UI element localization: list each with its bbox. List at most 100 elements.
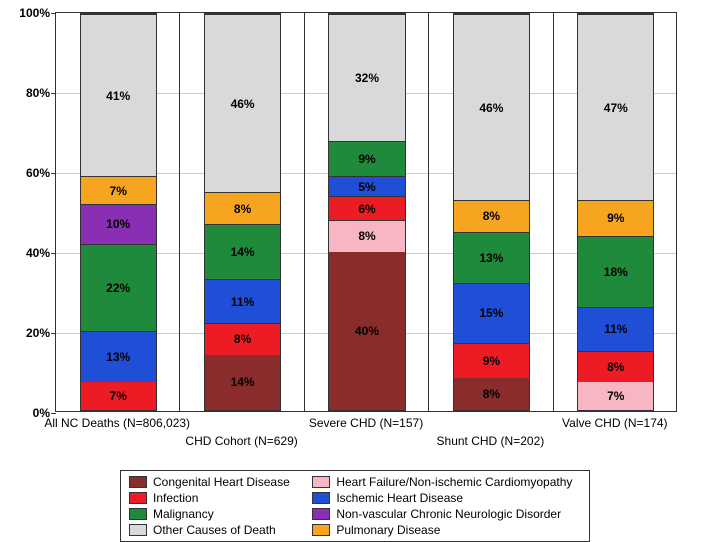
legend-item-congenital: Congenital Heart Disease <box>129 475 298 489</box>
segment-value-label: 7% <box>110 184 127 198</box>
x-category-label: All NC Deaths (N=806,023) <box>44 416 190 430</box>
bar-group: 40% 8% 6% 5% 9% 32% <box>305 13 429 411</box>
segment-value-label: 46% <box>231 97 255 111</box>
bar-segment-infection: 9% <box>454 343 529 379</box>
legend-item-infection: Infection <box>129 491 298 505</box>
segment-value-label: 18% <box>604 265 628 279</box>
legend-item-pulmonary: Pulmonary Disease <box>312 523 581 537</box>
legend-swatch <box>129 492 147 504</box>
legend-label: Malignancy <box>153 507 214 521</box>
bar-segment-other: 41% <box>81 14 156 176</box>
legend-item-neuro: Non-vascular Chronic Neurologic Disorder <box>312 507 581 521</box>
legend-swatch <box>129 524 147 536</box>
segment-value-label: 8% <box>483 209 500 223</box>
bar-segment-heartfail: 8% <box>329 220 404 252</box>
segment-value-label: 8% <box>483 387 500 401</box>
segment-value-label: 11% <box>604 322 627 336</box>
legend-label: Ischemic Heart Disease <box>336 491 463 505</box>
x-category-label: Valve CHD (N=174) <box>562 416 667 430</box>
segment-value-label: 9% <box>607 211 624 225</box>
bar-segment-infection: 8% <box>578 351 653 383</box>
bar-segment-neuro: 10% <box>81 204 156 244</box>
segment-value-label: 8% <box>234 202 251 216</box>
segment-value-label: 10% <box>106 217 130 231</box>
segment-value-label: 9% <box>483 354 500 368</box>
bar-segment-pulmonary: 7% <box>81 176 156 204</box>
bar-group: 14% 8% 11% 14% 8% 46% <box>180 13 304 411</box>
bar-group: 7% 8% 11% 18% 9% 47% <box>554 13 678 411</box>
legend-swatch <box>129 508 147 520</box>
segment-value-label: 8% <box>358 229 375 243</box>
segment-value-label: 7% <box>607 389 624 403</box>
legend-label: Heart Failure/Non-ischemic Cardiomyopath… <box>336 475 572 489</box>
legend-label: Non-vascular Chronic Neurologic Disorder <box>336 507 561 521</box>
legend-label: Other Causes of Death <box>153 523 276 537</box>
bar-segment-pulmonary: 8% <box>454 200 529 232</box>
bar-segment-other: 47% <box>578 14 653 200</box>
bar-segment-malignancy: 22% <box>81 244 156 331</box>
legend-item-other: Other Causes of Death <box>129 523 298 537</box>
segment-value-label: 13% <box>479 251 503 265</box>
legend-swatch <box>312 508 330 520</box>
segment-value-label: 14% <box>231 245 255 259</box>
bar-segment-ischemic: 11% <box>205 279 280 323</box>
y-tick-label: 40% <box>26 246 50 260</box>
bar-segment-congenital: 40% <box>329 252 404 410</box>
bar-segment-malignancy: 14% <box>205 224 280 279</box>
segment-value-label: 40% <box>355 324 379 338</box>
bar-segment-ischemic: 5% <box>329 176 404 196</box>
bar-segment-heartfail: 7% <box>578 382 653 410</box>
x-category-label: Shunt CHD (N=202) <box>437 434 545 448</box>
segment-value-label: 9% <box>358 152 375 166</box>
bar-segment-pulmonary: 9% <box>578 200 653 236</box>
segment-value-label: 47% <box>604 101 628 115</box>
bar-group: 7% 13% 22% 10% 7% 41% <box>56 13 180 411</box>
bar-segment-other: 32% <box>329 14 404 141</box>
bar-segment-pulmonary: 8% <box>205 192 280 224</box>
segment-value-label: 8% <box>607 360 624 374</box>
y-tick-label: 20% <box>26 326 50 340</box>
segment-value-label: 15% <box>479 306 503 320</box>
segment-value-label: 22% <box>106 281 130 295</box>
bar-segment-infection: 8% <box>205 323 280 355</box>
legend-label: Infection <box>153 491 198 505</box>
segment-value-label: 32% <box>355 71 379 85</box>
bar-segment-other: 46% <box>205 14 280 192</box>
legend-label: Congenital Heart Disease <box>153 475 290 489</box>
segment-value-label: 8% <box>234 332 251 346</box>
bar-segment-ischemic: 11% <box>578 307 653 351</box>
stacked-bar: 8% 9% 15% 13% 8% 46% <box>453 13 530 411</box>
stacked-bar: 14% 8% 11% 14% 8% 46% <box>204 13 281 411</box>
legend-swatch <box>312 492 330 504</box>
bar-segment-ischemic: 15% <box>454 283 529 342</box>
stacked-bar: 40% 8% 6% 5% 9% 32% <box>328 13 405 411</box>
segment-value-label: 13% <box>106 350 130 364</box>
bar-segment-congenital: 14% <box>205 355 280 410</box>
legend-item-malignancy: Malignancy <box>129 507 298 521</box>
legend-item-heartfail: Heart Failure/Non-ischemic Cardiomyopath… <box>312 475 581 489</box>
bar-segment-infection: 6% <box>329 196 404 220</box>
legend: Congenital Heart Disease Heart Failure/No… <box>120 470 590 542</box>
bar-segment-other: 46% <box>454 14 529 200</box>
stacked-bar: 7% 8% 11% 18% 9% 47% <box>577 13 654 411</box>
y-tick-label: 80% <box>26 86 50 100</box>
x-category-label: CHD Cohort (N=629) <box>185 434 297 448</box>
segment-value-label: 46% <box>479 101 503 115</box>
legend-label: Pulmonary Disease <box>336 523 440 537</box>
legend-swatch <box>129 476 147 488</box>
stacked-bar: 7% 13% 22% 10% 7% 41% <box>80 13 157 411</box>
legend-swatch <box>312 524 330 536</box>
bar-group: 8% 9% 15% 13% 8% 46% <box>429 13 553 411</box>
segment-value-label: 6% <box>358 202 375 216</box>
bar-segment-malignancy: 13% <box>454 232 529 283</box>
segment-value-label: 7% <box>110 389 127 403</box>
x-category-label: Severe CHD (N=157) <box>309 416 423 430</box>
segment-value-label: 11% <box>231 295 254 309</box>
bar-segment-ischemic: 13% <box>81 331 156 382</box>
segment-value-label: 14% <box>231 375 255 389</box>
bar-segment-malignancy: 9% <box>329 141 404 177</box>
figure: 0%20%40%60%80%100%7%13%22%10%7%41%14%8%1… <box>0 0 709 542</box>
bar-segment-congenital: 8% <box>454 378 529 410</box>
segment-value-label: 5% <box>358 180 375 194</box>
legend-item-ischemic: Ischemic Heart Disease <box>312 491 581 505</box>
